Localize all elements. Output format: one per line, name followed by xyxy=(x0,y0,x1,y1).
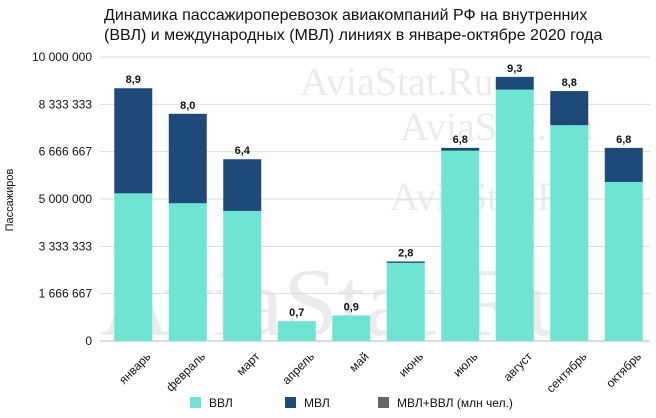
chart-title-line-1: Динамика пассажироперевозок авиакомпаний… xyxy=(104,7,587,24)
y-tick-label: 3 333 333 xyxy=(39,239,93,253)
bar-mvl xyxy=(495,76,534,90)
data-label: 2,8 xyxy=(398,247,413,259)
bar-mvl xyxy=(441,147,480,151)
data-label: 8,0 xyxy=(180,100,195,112)
legend-swatch xyxy=(285,397,296,408)
y-tick-label: 10 000 000 xyxy=(32,50,92,64)
bar-vvl xyxy=(550,125,589,341)
data-label: 0,9 xyxy=(344,301,359,313)
data-label: 6,8 xyxy=(616,134,631,146)
data-label: 0,7 xyxy=(289,307,304,319)
bar-vvl xyxy=(386,262,425,341)
bar-mvl xyxy=(114,88,153,194)
y-tick-label: 8 333 333 xyxy=(39,97,93,111)
chart-title-line-2: (ВВЛ) и международных (МВЛ) линиях в янв… xyxy=(104,27,602,44)
watermark-text: AviaStat.Ru xyxy=(300,59,494,104)
bar-vvl xyxy=(223,210,262,341)
y-axis-ticks: 0 1 666 667 3 333 333 5 000 000 6 666 667 8 3… xyxy=(32,50,92,348)
y-tick-label: 0 xyxy=(85,334,92,348)
bar-vvl xyxy=(277,321,316,341)
y-tick-label: 6 666 667 xyxy=(39,145,93,159)
y-tick-label: 1 666 667 xyxy=(39,287,93,301)
y-tick-label: 5 000 000 xyxy=(39,192,93,206)
y-axis-label: Пассажиров xyxy=(4,168,16,231)
x-tick-label: октябрь xyxy=(603,349,644,390)
bars xyxy=(114,76,643,341)
data-label: 8,9 xyxy=(126,74,141,86)
bar-mvl xyxy=(550,91,589,126)
bar-vvl xyxy=(114,193,153,341)
bar-vvl xyxy=(168,203,207,341)
data-label: 6,4 xyxy=(235,145,251,157)
data-labels: 8,9 8,0 6,4 0,7 0,9 2,8 6,8 9,3 8,8 6,8 xyxy=(126,63,632,319)
legend-swatch xyxy=(190,397,201,408)
legend: ВВЛ МВЛ МВЛ+ВВЛ (млн чел.) xyxy=(190,396,513,410)
legend-swatch xyxy=(378,397,389,408)
bar-vvl xyxy=(441,150,480,341)
bar-mvl xyxy=(168,113,207,204)
data-label: 6,8 xyxy=(453,134,468,146)
data-label: 8,8 xyxy=(562,77,577,89)
bar-vvl xyxy=(604,181,643,341)
bar-vvl xyxy=(332,315,371,341)
legend-label: МВЛ xyxy=(304,396,330,410)
bar-vvl xyxy=(495,89,534,341)
bar-mvl xyxy=(604,147,643,182)
bar-mvl xyxy=(386,261,425,263)
legend-label: МВЛ+ВВЛ (млн чел.) xyxy=(397,396,513,410)
bar-mvl xyxy=(223,159,262,211)
legend-label: ВВЛ xyxy=(209,396,233,410)
data-label: 9,3 xyxy=(507,63,522,75)
